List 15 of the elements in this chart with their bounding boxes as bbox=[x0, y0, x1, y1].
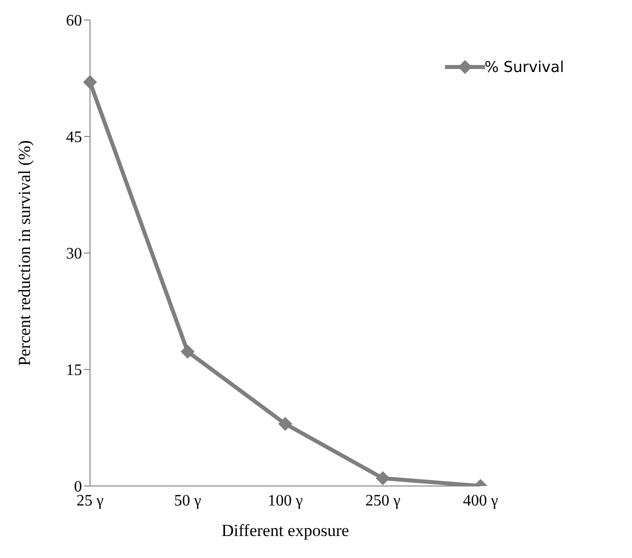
y-axis-title: Percent reduction in survival (%) bbox=[15, 140, 34, 366]
point bbox=[83, 75, 97, 90]
y-tick-label: 30 bbox=[66, 246, 82, 263]
x-tick-label: 250 γ bbox=[365, 492, 400, 510]
point bbox=[180, 344, 195, 359]
y-tick-label: 15 bbox=[66, 362, 82, 380]
point bbox=[278, 416, 292, 431]
x-tick-label: 100 γ bbox=[268, 492, 303, 510]
x-tick-label: 50 γ bbox=[174, 492, 202, 510]
point bbox=[376, 471, 390, 486]
x-tick-label: 400 γ bbox=[462, 492, 498, 510]
y-tick-label: 60 bbox=[66, 12, 82, 30]
x-axis-title: Different exposure bbox=[221, 521, 350, 540]
legend-label: % Survival bbox=[484, 58, 564, 76]
y-tick-label: 45 bbox=[66, 129, 82, 146]
